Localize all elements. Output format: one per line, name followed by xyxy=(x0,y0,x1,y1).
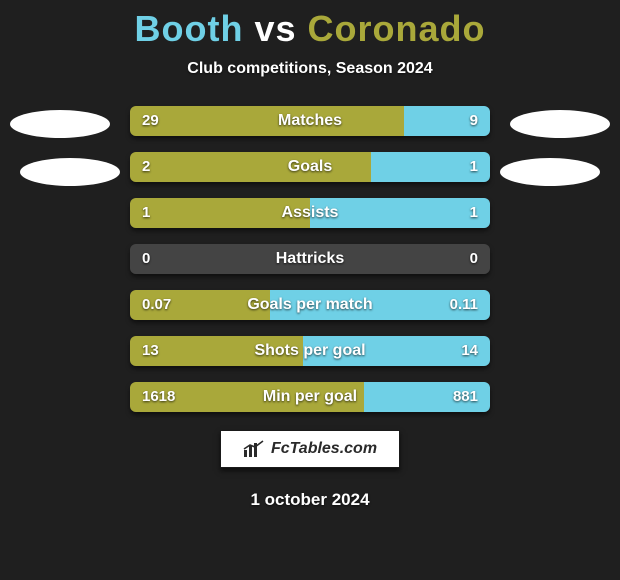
source-badge: FcTables.com xyxy=(220,430,400,468)
stat-value-right: 881 xyxy=(453,382,478,412)
title-vs: vs xyxy=(254,8,296,49)
stage: Matches299Goals21Assists11Hattricks00Goa… xyxy=(0,106,620,412)
player2-flag xyxy=(500,158,600,186)
comparison-bars: Matches299Goals21Assists11Hattricks00Goa… xyxy=(130,106,490,412)
stat-seg-left xyxy=(130,106,404,136)
stat-value-left: 1 xyxy=(142,198,150,228)
stat-seg-left xyxy=(130,198,310,228)
infographic: Booth vs Coronado Club competitions, Sea… xyxy=(0,0,620,580)
stat-value-left: 0 xyxy=(142,244,150,274)
stat-value-right: 0 xyxy=(470,244,478,274)
footer-date: 1 october 2024 xyxy=(0,490,620,510)
stat-value-right: 1 xyxy=(470,198,478,228)
title-player2: Coronado xyxy=(308,8,486,49)
page-title: Booth vs Coronado xyxy=(0,0,620,50)
title-player1: Booth xyxy=(134,8,243,49)
stat-row: Shots per goal1314 xyxy=(130,336,490,366)
stat-row: Hattricks00 xyxy=(130,244,490,274)
stat-row: Assists11 xyxy=(130,198,490,228)
subtitle: Club competitions, Season 2024 xyxy=(0,60,620,78)
stat-row: Goals21 xyxy=(130,152,490,182)
stat-value-left: 2 xyxy=(142,152,150,182)
stat-value-right: 14 xyxy=(461,336,478,366)
stat-value-right: 1 xyxy=(470,152,478,182)
stat-row: Min per goal1618881 xyxy=(130,382,490,412)
stat-seg-right xyxy=(310,198,490,228)
stat-row: Matches299 xyxy=(130,106,490,136)
stat-value-left: 13 xyxy=(142,336,159,366)
stat-value-left: 0.07 xyxy=(142,290,171,320)
stat-seg-left xyxy=(130,152,371,182)
player2-club-logo xyxy=(510,110,610,138)
stat-seg-right xyxy=(310,244,490,274)
stat-value-left: 29 xyxy=(142,106,159,136)
player1-flag xyxy=(20,158,120,186)
stat-value-left: 1618 xyxy=(142,382,175,412)
stat-value-right: 9 xyxy=(470,106,478,136)
stat-seg-left xyxy=(130,244,310,274)
source-badge-text: FcTables.com xyxy=(271,440,377,458)
stat-value-right: 0.11 xyxy=(450,290,478,320)
chart-icon xyxy=(243,440,265,458)
player1-club-logo xyxy=(10,110,110,138)
stat-row: Goals per match0.070.11 xyxy=(130,290,490,320)
